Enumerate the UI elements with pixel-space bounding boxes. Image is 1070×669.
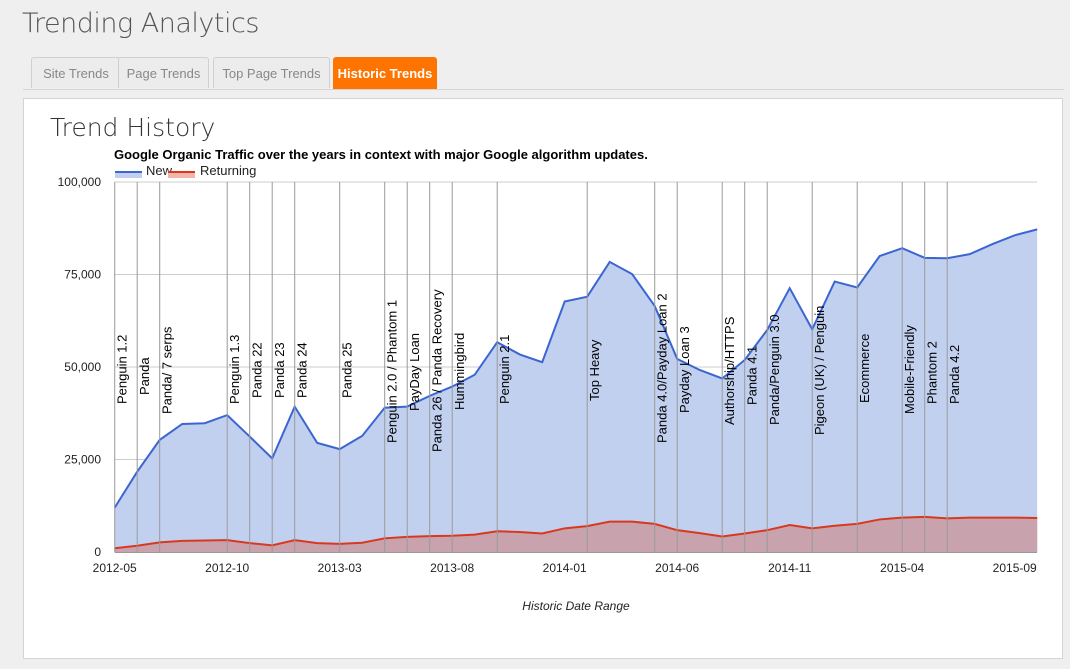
x-tick-label: 2012-10 [205,561,249,575]
annotation-label: Panda/Penguin 3.0 [767,314,782,425]
chart-title: Google Organic Traffic over the years in… [114,147,648,162]
x-tick-label: 2014-01 [543,561,587,575]
tab-bar: Site Trends Page Trends Top Page Trends … [23,57,1064,90]
annotation-label: Panda 4.2 [947,345,962,404]
tab-historic-trends[interactable]: Historic Trends [333,57,437,89]
annotation-label: Panda 23 [272,342,287,398]
panel-title: Trend History [50,113,216,142]
y-tick-label: 75,000 [64,268,101,282]
annotation-label: Penguin 1.2 [115,335,130,404]
annotation-label: Panda 22 [250,342,265,398]
annotation-label: Payday Loan 3 [677,326,692,413]
annotation-label: Pigeon (UK) / Penguin [812,306,827,435]
annotation-label: Phantom 2 [925,341,940,404]
x-tick-label: 2015-04 [880,561,924,575]
legend: New Returning [115,163,256,178]
annotation-label: Ecommerce [857,334,872,403]
legend-returning-label[interactable]: Returning [200,163,256,178]
annotation-label: Panda [137,357,152,395]
area-returning [114,516,1038,552]
x-tick-label: 2013-03 [318,561,362,575]
annotation-label: Mobile-Friendly [902,325,917,414]
annotation-label: Panda 24 [295,342,310,398]
annotation-label: Panda 25 [340,342,355,398]
x-axis-title: Historic Date Range [522,599,630,613]
y-tick-label: 50,000 [64,360,101,374]
annotation-label: Penguin 1.3 [227,335,242,404]
annotation-label: Panda/ 7 serps [160,326,175,414]
annotation-label: Panda 4.1 [745,346,760,405]
y-tick-label: 25,000 [64,453,101,467]
x-tick-label: 2014-11 [768,561,811,575]
annotation-label: Panda 26 / Panda Recovery [430,289,445,452]
annotation-label: Panda 4.0/Payday Loan 2 [655,293,670,443]
app-title: Trending Analytics [22,8,259,39]
legend-returning-swatch [168,172,195,178]
y-tick-label: 100,000 [58,175,102,189]
annotation-label: Penguin 2.1 [497,335,512,404]
tab-top-page-trends[interactable]: Top Page Trends [213,57,330,88]
tab-page-trends[interactable]: Page Trends [118,57,209,88]
x-tick-label: 2015-09 [993,561,1037,575]
area-new [114,229,1038,553]
x-tick-label: 2012-05 [93,561,137,575]
legend-new-swatch [115,172,142,178]
annotation-label: Authorship/HTTPS [722,316,737,425]
annotation-label: Top Heavy [587,339,602,401]
annotation-label: Penguin 2.0 / Phantom 1 [385,300,400,443]
line-returning [114,515,1038,550]
annotation-label: Hummingbird [452,333,467,410]
legend-new-label[interactable]: New [146,163,173,178]
y-tick-label: 0 [94,545,101,559]
line-new [113,228,1038,509]
tab-site-trends[interactable]: Site Trends [31,57,121,88]
x-tick-label: 2014-06 [655,561,699,575]
annotation-label: PayDay Loan [407,333,422,411]
x-tick-label: 2013-08 [430,561,474,575]
